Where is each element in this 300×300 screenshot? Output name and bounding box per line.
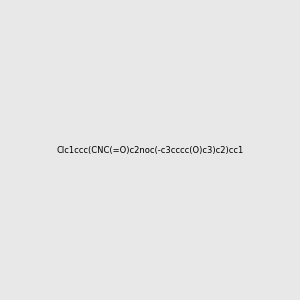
Text: Clc1ccc(CNC(=O)c2noc(-c3cccc(O)c3)c2)cc1: Clc1ccc(CNC(=O)c2noc(-c3cccc(O)c3)c2)cc1 bbox=[56, 146, 244, 154]
